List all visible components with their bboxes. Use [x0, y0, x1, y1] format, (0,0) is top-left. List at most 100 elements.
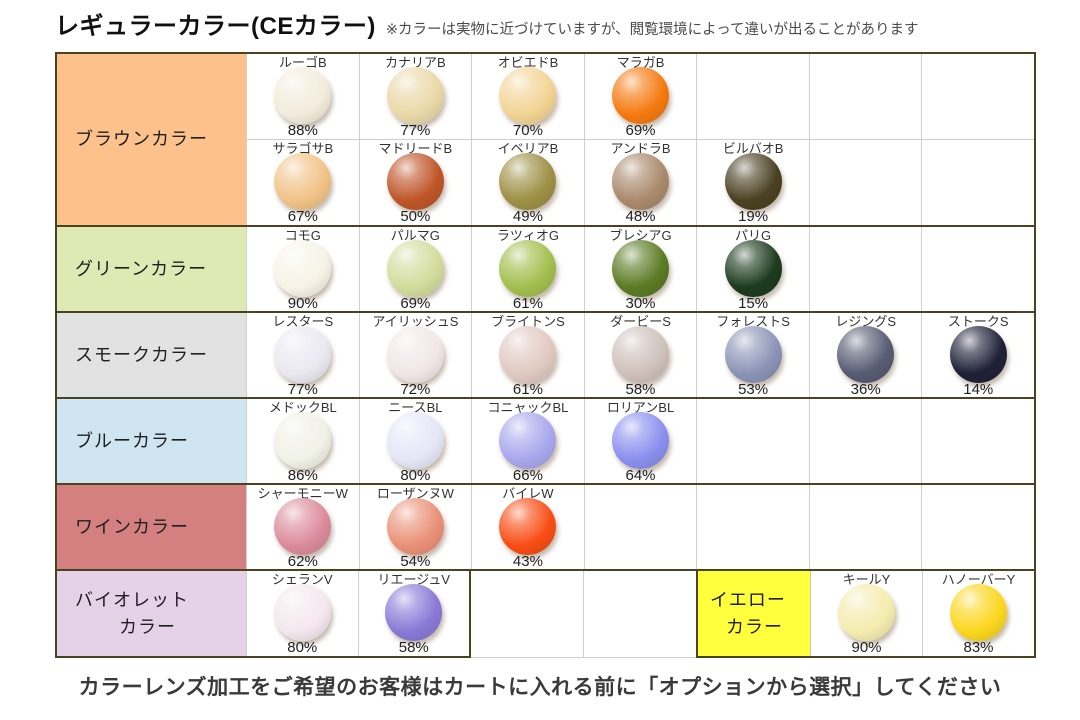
empty-cell [921, 485, 1034, 569]
transmittance-value: 86% [287, 466, 318, 484]
color-cell: ブライトンS 61% [471, 313, 584, 397]
lens-color-swatch [612, 66, 670, 124]
lens-color-swatch [949, 325, 1007, 383]
swatch-name: サラゴサB [272, 141, 334, 156]
color-cell: メドックBL 86% [247, 399, 359, 483]
empty-cell [808, 399, 922, 483]
transmittance-value: 64% [625, 466, 656, 484]
transmittance-value: 58% [625, 380, 656, 398]
swatch-row: メドックBL 86% ニースBL 80% コニャックBL 66% ロリアンBL 64% [247, 399, 1034, 483]
transmittance-value: 36% [850, 380, 881, 398]
lens-color-swatch [386, 497, 444, 555]
empty-cell [471, 571, 583, 657]
color-cell: パルマG 69% [358, 227, 472, 312]
color-cell: サラゴサB 67% [247, 140, 359, 225]
color-cell: オビエドB 70% [471, 54, 584, 139]
swatch-name: ローザンヌW [376, 486, 454, 501]
category-label-line: イエロー [710, 589, 786, 610]
empty-middle-cells [471, 569, 696, 658]
category-label-violet: バイオレット カラー [57, 571, 247, 656]
swatch-name: マラガB [616, 55, 665, 70]
lens-color-swatch [499, 411, 557, 469]
swatch-name: ストークS [947, 314, 1009, 329]
category-label-smoke: スモークカラー [57, 313, 247, 397]
lens-color-swatch [274, 325, 332, 383]
color-cell: アイリッシュS 72% [358, 313, 472, 397]
color-cell: カナリアB 77% [358, 54, 472, 139]
color-cell: パリG 15% [696, 227, 809, 311]
group-rows: ルーゴB 88% カナリアB 77% オビエドB 70% マラガB 69% サラゴサB 67% マド… [247, 54, 1034, 225]
empty-cell [921, 140, 1034, 225]
color-cell: ラツィオG 61% [471, 227, 584, 311]
color-cell: ニースBL 80% [358, 399, 472, 483]
transmittance-value: 30% [625, 294, 656, 312]
lens-color-swatch [837, 325, 895, 383]
transmittance-value: 69% [400, 294, 431, 312]
color-cell: マドリードB 50% [358, 140, 472, 225]
lens-color-swatch [274, 152, 332, 210]
swatch-row: サラゴサB 67% マドリードB 50% イベリアB 49% アンドラB 48% ビルバオB 19… [247, 139, 1034, 225]
transmittance-value: 54% [400, 552, 431, 570]
color-cell: アンドラB 48% [583, 140, 697, 225]
swatch-name: ダービーS [610, 314, 671, 329]
transmittance-value: 48% [625, 207, 656, 225]
swatch-row: レスターS 77% アイリッシュS 72% ブライトンS 61% ダービーS 58% フォレスト… [247, 313, 1034, 397]
lens-color-swatch [499, 497, 557, 555]
swatch-name: キールY [842, 572, 891, 587]
category-label-line: グリーンカラー [75, 258, 208, 279]
bottom-row: バイオレット カラー シェランV 80% リエージュV 58% イエロー カラー キールY 90%… [55, 569, 1036, 658]
swatch-name: リエージュV [377, 572, 450, 587]
swatch-name: ブレシアG [609, 228, 672, 243]
swatch-name: パルマG [390, 228, 440, 243]
category-label-wine: ワインカラー [57, 485, 247, 569]
lens-color-swatch [386, 411, 444, 469]
swatch-name: オビエドB [497, 55, 559, 70]
lens-color-swatch [274, 497, 332, 555]
transmittance-value: 15% [738, 294, 769, 312]
color-cell: キールY 90% [811, 571, 922, 656]
swatch-name: ラツィオG [496, 228, 559, 243]
transmittance-value: 80% [287, 638, 318, 656]
color-cell: シェランV 80% [247, 571, 358, 656]
swatch-name: ビルバオB [722, 141, 784, 156]
empty-cell [921, 227, 1034, 311]
transmittance-value: 90% [851, 638, 882, 656]
swatch-name: シャーモニーW [257, 486, 348, 501]
transmittance-value: 83% [963, 638, 994, 656]
transmittance-value: 69% [625, 121, 656, 139]
lens-color-swatch [612, 239, 670, 297]
color-cell: リエージュV 58% [357, 571, 470, 656]
category-label-green: グリーンカラー [57, 227, 247, 311]
transmittance-value: 43% [512, 552, 543, 570]
transmittance-value: 49% [512, 207, 543, 225]
swatch-name: イベリアB [497, 141, 559, 156]
lens-color-swatch [499, 325, 557, 383]
empty-cell [583, 571, 696, 657]
category-label-line: カラー [119, 616, 176, 637]
lens-color-swatch [724, 239, 782, 297]
color-cell: コモG 90% [247, 227, 359, 311]
color-cell: レスターS 77% [247, 313, 359, 397]
swatch-name: マドリードB [378, 141, 453, 156]
category-label-yellow: イエロー カラー [698, 571, 811, 656]
swatch-name: アイリッシュS [372, 314, 459, 329]
transmittance-value: 90% [287, 294, 318, 312]
lens-color-swatch [499, 152, 557, 210]
transmittance-value: 61% [512, 380, 543, 398]
footer-instruction: カラーレンズ加工をご希望のお客様はカートに入れる前に「オプションから選択」してく… [78, 676, 1002, 699]
empty-cell [696, 399, 809, 483]
lens-color-swatch [274, 411, 332, 469]
color-cell: フォレストS 53% [696, 313, 809, 397]
transmittance-value: 19% [738, 207, 769, 225]
color-cell: マラガB 69% [583, 54, 697, 139]
category-label-line: ブルーカラー [75, 430, 189, 451]
lens-color-swatch [386, 239, 444, 297]
lens-color-swatch [724, 325, 782, 383]
transmittance-value: 53% [738, 380, 769, 398]
lens-color-swatch [499, 239, 557, 297]
color-group-brown: ブラウンカラー ルーゴB 88% カナリアB 77% オビエドB 70% マラガB 69% サラゴ… [55, 52, 1036, 227]
swatch-name: ニースBL [388, 400, 443, 415]
swatch-name: コニャックBL [487, 400, 569, 415]
lens-color-swatch [385, 583, 443, 641]
empty-cell [808, 485, 922, 569]
